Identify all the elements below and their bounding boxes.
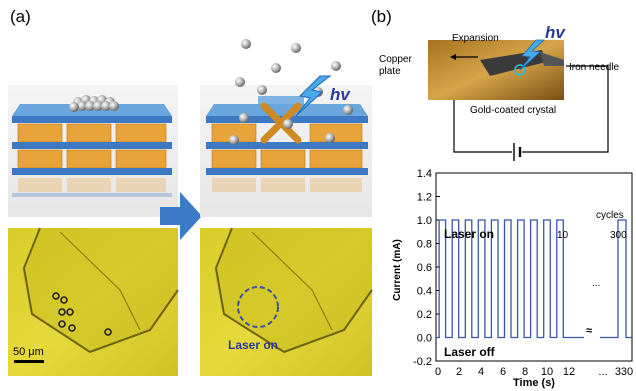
x-tick-label: 2: [456, 366, 462, 378]
panel-b-label: (b): [371, 7, 392, 26]
micrograph-before: [8, 227, 179, 376]
current-series-line: [436, 219, 632, 339]
panel-a-figure: hv 50 μm Laser on: [8, 39, 373, 376]
hv-label-a: hv: [330, 85, 351, 104]
framework-before-illustration: [8, 85, 178, 217]
y-axis-title: Current (mA): [392, 239, 403, 301]
x-tick-label: 6: [500, 366, 506, 378]
x-tick-label: 4: [478, 366, 484, 378]
laser-off-annotation: Laser off: [444, 345, 496, 359]
x-tick-label: 0: [435, 366, 441, 378]
x-axis-title: Time (s): [513, 377, 555, 389]
y-tick-label: 1.4: [417, 168, 432, 180]
laser-on-label-a: Laser on: [228, 338, 278, 352]
y-tick-label: 0.8: [417, 239, 432, 251]
y-axis: 1.4 1.2 1.0 0.8 0.6 0.4 0.2 0.0 -0.2: [413, 168, 440, 368]
laser-on-annotation: Laser on: [444, 227, 494, 241]
cycle-300-label: 300: [610, 230, 627, 241]
y-tick-label: 1.2: [417, 192, 432, 204]
y-tick-label: -0.2: [413, 356, 432, 368]
y-tick-label: 0.6: [417, 262, 432, 274]
x-tick-label: 10: [541, 366, 553, 378]
copper-plate-label: Copper plate: [379, 54, 412, 77]
ellipsis-mark: ...: [592, 278, 600, 289]
x-tick-label: 12: [563, 366, 575, 378]
y-tick-label: 0.4: [417, 286, 432, 298]
y-tick-label: 0.2: [417, 309, 432, 321]
iron-needle-label: Iron needle: [569, 62, 620, 73]
hv-label-b: hv: [545, 23, 565, 42]
gold-crystal-label: Gold-coated crystal: [470, 105, 557, 116]
x-tick-label: 330: [615, 366, 633, 378]
y-tick-label: 1.0: [417, 215, 432, 227]
y-tick-label: 0.0: [417, 333, 432, 345]
scale-bar-label: 50 μm: [13, 346, 44, 358]
framework-after-illustration: [200, 39, 372, 217]
cycles-annotation: cycles: [596, 210, 624, 221]
micrograph-after: [200, 227, 373, 376]
x-tick-label: ...: [598, 366, 607, 378]
expansion-label: Expansion: [452, 33, 499, 44]
x-axis: 0 2 4 6 8 10 12... 330: [435, 366, 633, 378]
axis-break-mark: ≈: [586, 325, 592, 337]
panel-a-label: (a): [10, 7, 31, 26]
transition-arrow: [160, 192, 202, 240]
cycle-10-label: 10: [557, 230, 569, 241]
x-tick-label: 8: [522, 366, 528, 378]
